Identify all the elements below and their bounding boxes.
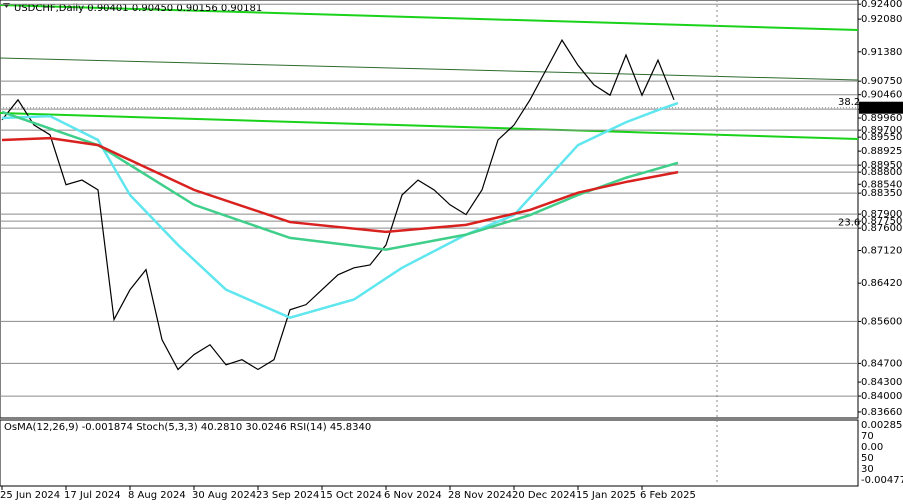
indicator-label: 0.00 [861, 442, 883, 453]
fib-label: 38.2 [838, 97, 860, 108]
current-price: 0.90181 [861, 103, 902, 114]
y-tick-label: 0.89700 [861, 125, 902, 136]
y-tick-label: 0.85600 [861, 316, 902, 327]
indicator-panel [0, 419, 859, 487]
y-tick-label: 0.92400 [861, 0, 902, 10]
y-tick-label: 0.88350 [861, 188, 902, 199]
fib-label: 23.6 [838, 218, 860, 229]
x-tick-label: 25 Jun 2024 [0, 490, 60, 501]
y-tick-label: 0.86420 [861, 278, 902, 289]
x-tick-label: 30 Aug 2024 [192, 490, 256, 501]
x-tick-label: 15 Oct 2024 [320, 490, 382, 501]
indicator-title: OsMA(12,26,9) -0.001874 Stoch(5,3,3) 40.… [4, 422, 371, 433]
x-tick-label: 6 Nov 2024 [384, 490, 442, 501]
y-tick-label: 0.90460 [861, 90, 902, 101]
y-tick-label: 0.88925 [861, 146, 902, 157]
y-tick-label: 0.88800 [861, 167, 902, 178]
series-line [1, 38, 675, 371]
x-tick-label: 23 Sep 2024 [256, 490, 319, 501]
x-tick-label: 17 Jul 2024 [64, 490, 121, 501]
y-tick-label: 0.87120 [861, 246, 902, 257]
trend-line [0, 57, 859, 81]
indicator-label: 30 [861, 464, 874, 475]
trend-line [0, 112, 859, 140]
y-tick-label: 0.88950 [861, 160, 902, 171]
x-tick-label: 28 Nov 2024 [448, 490, 512, 501]
y-tick-label: 0.91380 [861, 47, 902, 58]
indicator-label: 0.0028533 [861, 420, 903, 431]
main-panel [0, 0, 859, 419]
indicator-label: 50 [861, 453, 874, 464]
x-tick-label: 6 Feb 2025 [640, 490, 696, 501]
y-tick-label: 0.90750 [861, 76, 902, 87]
trend-line [0, 4, 859, 31]
y-tick-label: 0.87900 [861, 209, 902, 220]
indicator-label: 70 [861, 431, 874, 442]
chart-title: USDCHF,Daily 0.90401 0.90450 0.90156 0.9… [14, 3, 262, 14]
y-tick-label: 0.83660 [861, 407, 902, 418]
y-tick-label: 0.84300 [861, 377, 902, 388]
x-tick-label: 15 Jan 2025 [576, 490, 636, 501]
y-tick-label: 0.84700 [861, 358, 902, 369]
y-tick-label: 0.87750 [861, 216, 902, 227]
series-line [1, 136, 679, 234]
y-tick-label: 0.89550 [861, 132, 902, 143]
y-tick-label: 0.87600 [861, 223, 902, 234]
y-tick-label: 0.84000 [861, 391, 902, 402]
indicator-label: -0.004775 [861, 475, 903, 486]
x-tick-label: 20 Dec 2024 [512, 490, 576, 501]
y-tick-label: 0.88540 [861, 179, 902, 190]
x-tick-label: 8 Aug 2024 [128, 490, 186, 501]
y-tick-label: 0.92080 [861, 14, 902, 25]
series-line [1, 101, 679, 320]
y-tick-label: 0.89960 [861, 113, 902, 124]
price-box [859, 101, 903, 114]
